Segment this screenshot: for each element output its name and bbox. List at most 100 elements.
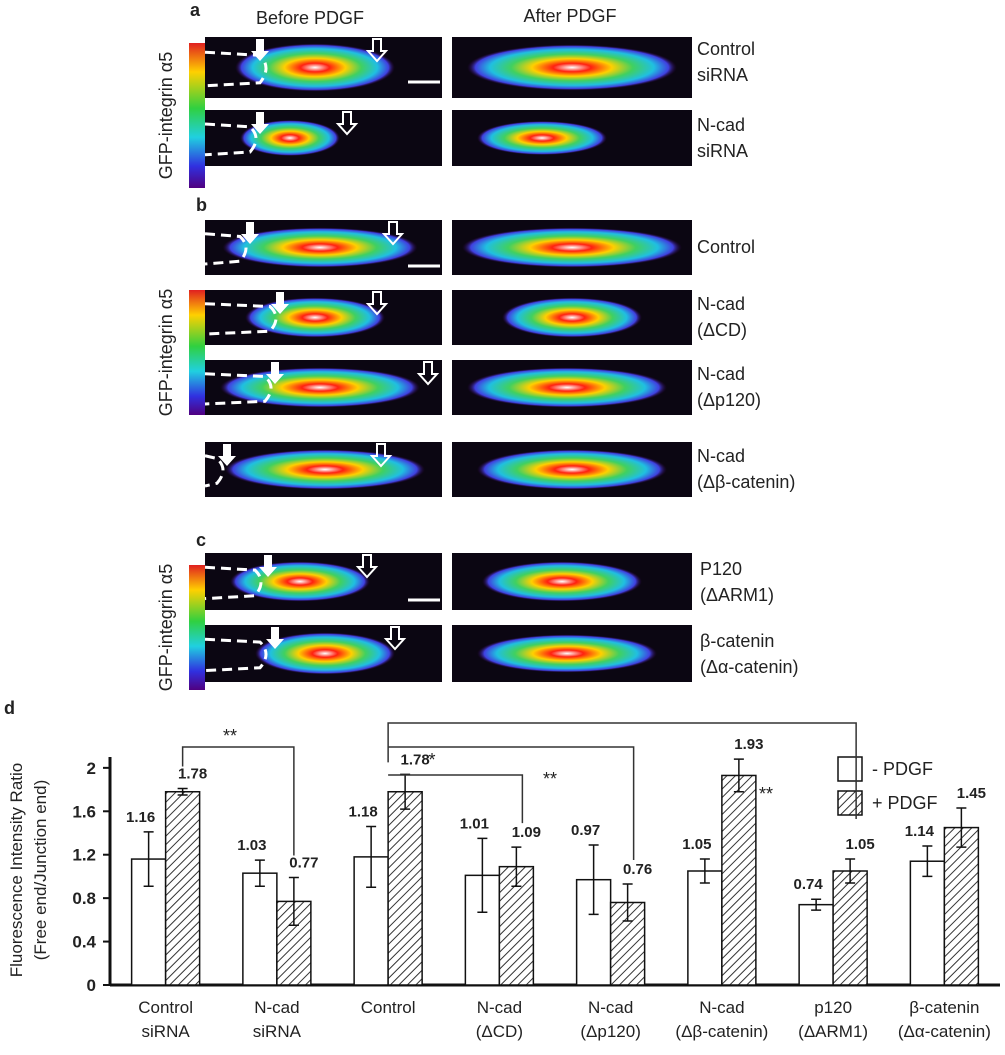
error-bar bbox=[922, 845, 933, 878]
junction-arrow bbox=[266, 627, 284, 649]
cell bbox=[225, 449, 425, 490]
x-tick-label: N-cad (Δp120) bbox=[580, 998, 641, 1041]
significance-label: * bbox=[428, 750, 435, 770]
y-axis-label: (Free end/Junction end) bbox=[31, 780, 50, 961]
micrograph bbox=[204, 442, 442, 497]
bar bbox=[687, 870, 723, 986]
row-label: (Δα-catenin) bbox=[700, 657, 798, 677]
micrograph bbox=[452, 37, 692, 98]
cell bbox=[222, 227, 418, 268]
free-end-arrow bbox=[416, 361, 440, 386]
junction-arrow bbox=[251, 112, 269, 134]
cell bbox=[240, 120, 340, 156]
junction-arrow bbox=[218, 444, 236, 466]
error-bar bbox=[811, 898, 822, 911]
column-title: Before PDGF bbox=[256, 8, 364, 28]
value-label: 0.76 bbox=[623, 861, 652, 878]
cell bbox=[255, 632, 395, 675]
x-tick-label: N-cad siRNA bbox=[253, 998, 302, 1041]
legend-swatch bbox=[837, 756, 863, 782]
value-label: 1.03 bbox=[237, 837, 266, 854]
panel-label: b bbox=[196, 195, 207, 215]
bar bbox=[832, 870, 868, 986]
value-label: 1.16 bbox=[126, 809, 155, 826]
colorbar-label: GFP-integrin α5 bbox=[156, 289, 176, 416]
y-tick-label: 1.6 bbox=[72, 802, 96, 821]
neighbor-cell-outline bbox=[204, 454, 225, 488]
micrograph bbox=[204, 110, 442, 166]
significance-label: ** bbox=[759, 784, 773, 804]
x-tick-label: Control siRNA bbox=[138, 998, 193, 1041]
panel-label: a bbox=[190, 0, 201, 20]
error-bar bbox=[733, 758, 744, 793]
significance-bracket bbox=[387, 722, 857, 820]
bar bbox=[498, 865, 535, 986]
neighbor-cell-outline bbox=[204, 302, 278, 336]
bar bbox=[721, 774, 757, 986]
y-tick-label: 0 bbox=[87, 976, 96, 995]
x-tick-label: β-catenin (Δα-catenin) bbox=[898, 998, 991, 1041]
column-title: After PDGF bbox=[523, 6, 616, 26]
row-label: Control bbox=[697, 237, 755, 257]
panel-label: d bbox=[4, 698, 15, 718]
neighbor-cell-outline bbox=[204, 637, 268, 673]
significance-bracket bbox=[388, 774, 524, 824]
row-label: (ΔCD) bbox=[697, 320, 747, 340]
bar bbox=[164, 790, 201, 986]
cell bbox=[235, 43, 395, 92]
bar bbox=[943, 826, 980, 986]
error-bar bbox=[288, 876, 299, 927]
y-tick-label: 0.4 bbox=[72, 933, 96, 952]
neighbor-cell-outline bbox=[204, 565, 263, 601]
micrograph bbox=[204, 553, 442, 610]
neighbor-cell-outline bbox=[204, 50, 268, 88]
row-label: (ΔARM1) bbox=[700, 585, 774, 605]
row-label: P120 bbox=[700, 559, 742, 579]
y-tick-label: 2 bbox=[87, 759, 96, 778]
micrograph bbox=[204, 37, 442, 98]
y-axis-label: Fluorescence Intensity Ratio bbox=[7, 763, 26, 978]
x-tick-label: p120 (ΔARM1) bbox=[798, 998, 868, 1041]
bar bbox=[387, 790, 423, 986]
row-label: (Δβ-catenin) bbox=[697, 472, 795, 492]
cell bbox=[477, 634, 657, 673]
neighbor-cell-outline bbox=[204, 372, 273, 406]
free-end-arrow bbox=[355, 554, 379, 579]
error-bar bbox=[956, 807, 967, 848]
error-bar bbox=[699, 858, 710, 884]
error-bar bbox=[511, 846, 522, 887]
value-label: 1.18 bbox=[349, 803, 378, 820]
cell bbox=[477, 121, 607, 155]
colorbar-label: GFP-integrin α5 bbox=[156, 564, 176, 691]
junction-arrow bbox=[271, 292, 289, 314]
row-label: β-catenin bbox=[700, 631, 774, 651]
value-label: 0.97 bbox=[571, 822, 600, 839]
value-label: 0.74 bbox=[794, 876, 824, 893]
value-label: 1.45 bbox=[957, 785, 986, 802]
value-label: 1.93 bbox=[734, 736, 763, 753]
micrograph bbox=[204, 625, 442, 682]
y-tick-label: 0.8 bbox=[72, 889, 96, 908]
row-label: N-cad bbox=[697, 446, 745, 466]
legend-label: + PDGF bbox=[872, 793, 938, 813]
junction-arrow bbox=[266, 362, 284, 384]
value-label: 1.14 bbox=[905, 823, 935, 840]
micrograph bbox=[452, 220, 692, 275]
error-bar bbox=[366, 825, 377, 889]
neighbor-cell-outline bbox=[204, 122, 258, 157]
colorbar bbox=[189, 290, 205, 415]
junction-arrow bbox=[259, 555, 277, 577]
micrograph bbox=[452, 553, 692, 610]
legend-swatch bbox=[837, 790, 863, 816]
value-label: 0.77 bbox=[289, 855, 318, 872]
cell bbox=[502, 297, 642, 338]
row-label: N-cad bbox=[697, 115, 745, 135]
micrograph bbox=[452, 625, 692, 682]
colorbar-label: GFP-integrin α5 bbox=[156, 52, 176, 179]
value-label: 1.09 bbox=[512, 824, 541, 841]
row-label: Control bbox=[697, 39, 755, 59]
micrograph bbox=[204, 290, 442, 345]
micrograph bbox=[204, 220, 442, 275]
junction-arrow bbox=[241, 222, 259, 244]
